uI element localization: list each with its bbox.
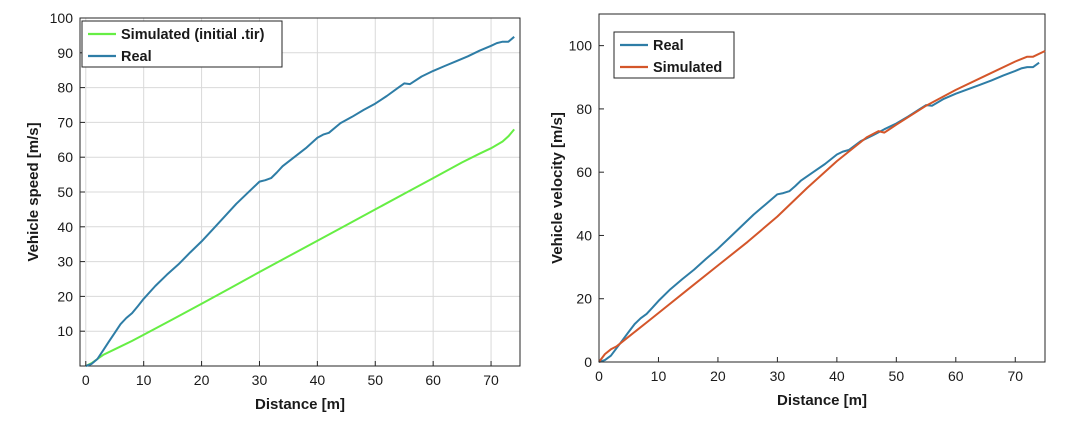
velocity-x-tick-label: 60: [948, 368, 964, 384]
speed-legend-label-simulated-initial-tir: Simulated (initial .tir): [121, 27, 265, 43]
velocity-legend-label-simulated: Simulated: [653, 60, 722, 76]
velocity-y-axis-label: Vehicle velocity [m/s]: [549, 112, 566, 264]
velocity-legend: Real Simulated: [613, 31, 735, 79]
speed-series-real-line: [85, 36, 515, 367]
speed-x-tick-label: 10: [136, 372, 152, 388]
speed-y-tick-label: 100: [50, 10, 74, 26]
speed-y-tick-label: 30: [57, 254, 73, 270]
velocity-series-real-line: [598, 61, 1040, 363]
speed-x-tick-label: 60: [425, 372, 441, 388]
speed-x-tick-label: 50: [367, 372, 383, 388]
speed-y-tick-label: 10: [57, 323, 73, 339]
speed-x-tick-label: 40: [310, 372, 326, 388]
speed-y-tick-label: 40: [57, 219, 73, 235]
speed-legend: Simulated (initial .tir) Real: [81, 20, 283, 68]
speed-x-tick-label: 20: [194, 372, 210, 388]
speed-x-tick-label: 70: [483, 372, 499, 388]
speed-chart: 0 10 20 30 40 50 60 70 10 20 30 40 50 60 70 80 90 100 Di…: [25, 10, 521, 413]
velocity-x-tick-label: 50: [889, 368, 905, 384]
speed-y-tick-label: 60: [57, 149, 73, 165]
speed-y-tick-label: 80: [57, 80, 73, 96]
speed-y-tick-label: 50: [57, 184, 73, 200]
speed-y-axis-label: Vehicle speed [m/s]: [25, 122, 42, 261]
velocity-x-tick-label: 20: [710, 368, 726, 384]
speed-legend-label-real: Real: [121, 49, 152, 65]
velocity-chart: 0 10 20 30 40 50 60 70 0 20 40 60 80 100 Distance [m…: [549, 13, 1046, 409]
velocity-y-tick-label: 0: [584, 354, 592, 370]
velocity-x-axis-label: Distance [m]: [777, 392, 867, 409]
velocity-y-tick-label: 40: [576, 227, 592, 243]
speed-legend-box: [81, 20, 283, 68]
velocity-series-simulated-line: [598, 50, 1046, 363]
velocity-x-tick-label: 30: [770, 368, 786, 384]
velocity-plot-frame: [598, 13, 1046, 363]
velocity-y-tick-label: 60: [576, 164, 592, 180]
velocity-y-tick-label: 100: [569, 38, 593, 54]
velocity-x-tick-label: 0: [595, 368, 603, 384]
velocity-x-tick-label: 10: [651, 368, 667, 384]
speed-y-tick-label: 90: [57, 45, 73, 61]
velocity-legend-box: [613, 31, 735, 79]
velocity-x-tick-label: 40: [829, 368, 845, 384]
speed-y-tick-label: 20: [57, 288, 73, 304]
velocity-y-tick-label: 20: [576, 291, 592, 307]
velocity-y-tick-label: 80: [576, 101, 592, 117]
velocity-legend-label-real: Real: [653, 38, 684, 54]
speed-x-axis-label: Distance [m]: [255, 396, 345, 413]
speed-x-tick-label: 0: [82, 372, 90, 388]
speed-y-tick-label: 70: [57, 114, 73, 130]
velocity-x-tick-label: 70: [1007, 368, 1023, 384]
speed-x-tick-label: 30: [252, 372, 268, 388]
speed-series-simulated-initial-tir-line: [85, 128, 515, 367]
